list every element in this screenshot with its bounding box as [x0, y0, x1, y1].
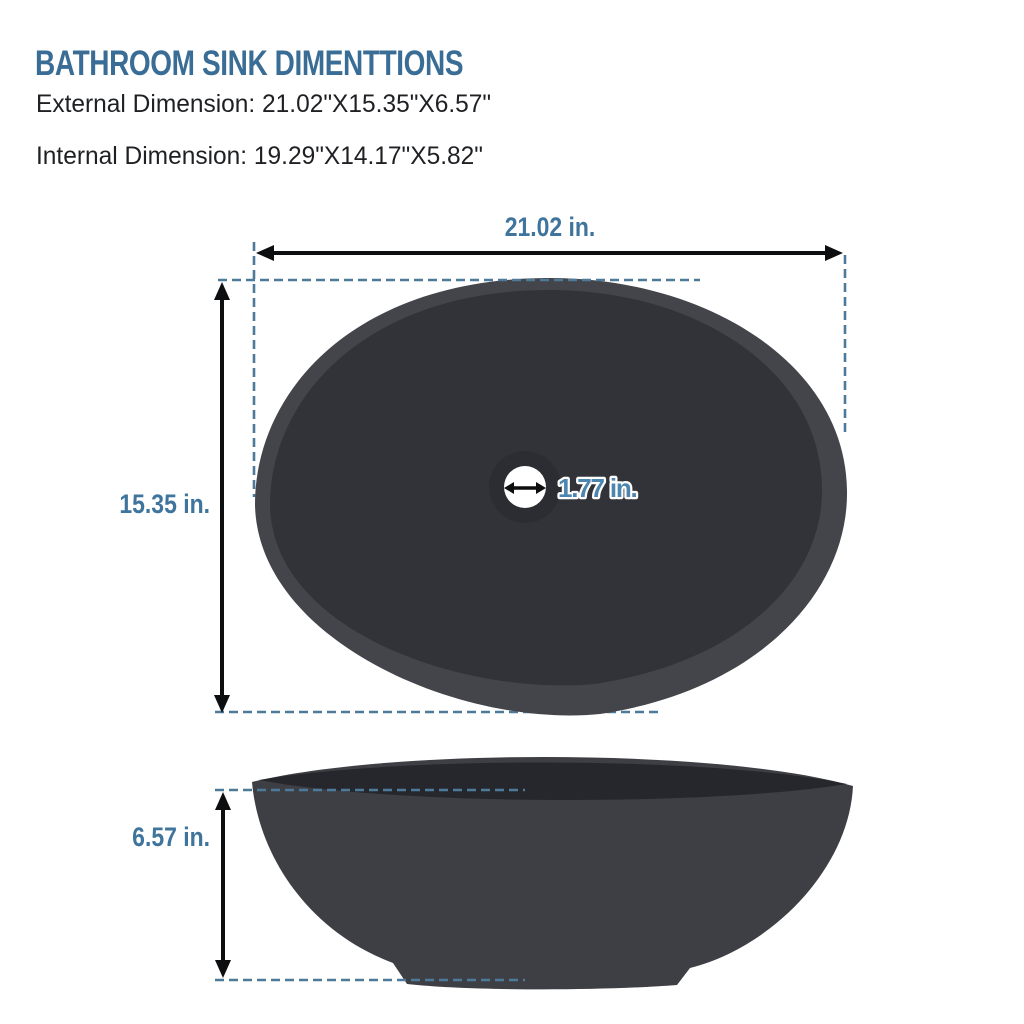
side-height-dimension-arrow	[215, 792, 231, 978]
sink-side-view-body	[252, 756, 853, 990]
top-view-width-label: 21.02 in.	[504, 212, 596, 242]
side-view-height-label: 6.57 in.	[132, 822, 210, 852]
side-height-arrow-head-top	[215, 792, 231, 810]
width-arrow-head-left	[256, 245, 274, 261]
side-height-arrow-head-bottom	[215, 960, 231, 978]
drain-diameter-arrow	[504, 482, 546, 494]
internal-dimension-text: Internal Dimension: 19.29"X14.17"X5.82"	[36, 142, 483, 170]
top-view-height-label: 15.35 in.	[119, 489, 210, 519]
width-dimension-arrow	[256, 245, 843, 261]
external-dimension-text: External Dimension: 21.02"X15.35"X6.57"	[36, 90, 492, 118]
height-arrow-head-bottom	[214, 695, 230, 713]
height-arrow-head-top	[214, 282, 230, 300]
drain-arrow-head-left	[504, 482, 514, 494]
page-title: BATHROOM SINK DIMENTTIONS	[35, 44, 464, 83]
drain-diameter-label: 1.77 in.	[558, 473, 637, 503]
height-dimension-arrow	[214, 282, 230, 713]
width-arrow-head-right	[825, 245, 843, 261]
drain-arrow-head-right	[536, 482, 546, 494]
